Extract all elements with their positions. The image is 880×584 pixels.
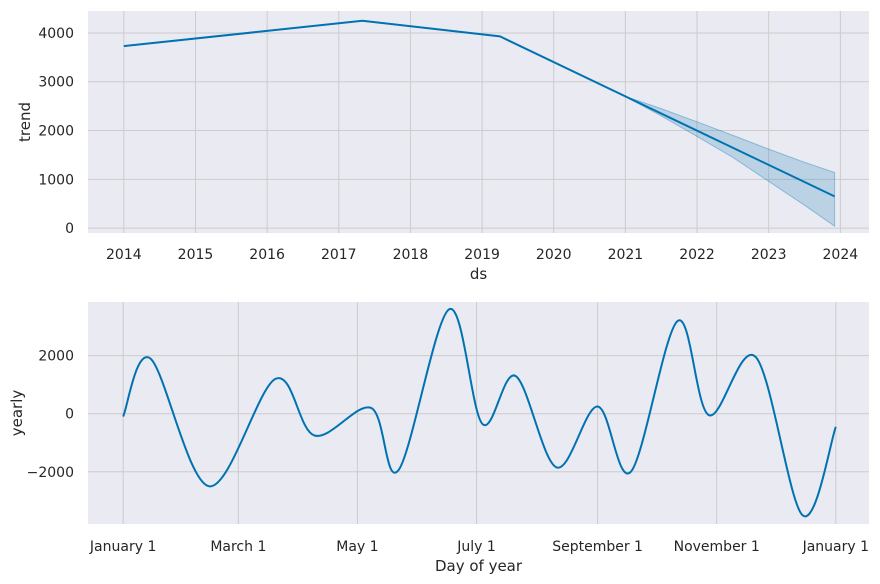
trend-chart: 2014 2015 2016 2017 2018 2019 2020 2021 2022 2023… xyxy=(16,11,869,283)
trend-y-tick-label: 4000 xyxy=(38,26,74,42)
trend-y-tick-labels: 0 1000 2000 3000 4000 xyxy=(38,26,74,237)
trend-y-tick-label: 1000 xyxy=(38,172,74,188)
trend-series-line xyxy=(123,19,836,198)
yearly-gridlines xyxy=(88,302,869,524)
yearly-series-line xyxy=(122,308,837,518)
trend-x-tick-label: 2014 xyxy=(106,247,142,263)
yearly-x-tick-label: May 1 xyxy=(336,539,378,555)
trend-plot-area xyxy=(88,11,869,233)
yearly-x-tick-label: March 1 xyxy=(210,539,266,555)
trend-x-tick-label: 2019 xyxy=(464,247,500,263)
yearly-y-tick-label: 2000 xyxy=(38,349,74,365)
trend-gridlines xyxy=(88,11,869,233)
yearly-y-tick-labels: 2000 0 −2000 xyxy=(27,349,74,481)
yearly-x-tick-label: September 1 xyxy=(552,539,643,555)
trend-x-tick-label: 2024 xyxy=(823,247,859,263)
yearly-x-tick-label: January 1 xyxy=(802,539,869,555)
trend-x-tick-label: 2022 xyxy=(679,247,715,263)
trend-x-axis-title: ds xyxy=(470,265,488,283)
trend-uncertainty-band xyxy=(625,95,836,228)
trend-y-tick-label: 3000 xyxy=(38,75,74,91)
trend-x-tick-label: 2016 xyxy=(249,247,285,263)
yearly-x-axis-title: Day of year xyxy=(435,557,523,575)
trend-y-axis-title: trend xyxy=(16,102,34,142)
trend-x-tick-labels: 2014 2015 2016 2017 2018 2019 2020 2021 2022 2023… xyxy=(106,247,858,263)
yearly-x-tick-label: November 1 xyxy=(674,539,760,555)
yearly-y-tick-label: −2000 xyxy=(27,465,74,481)
yearly-x-tick-label: January 1 xyxy=(89,539,156,555)
trend-x-tick-label: 2020 xyxy=(536,247,572,263)
trend-y-tick-label: 0 xyxy=(65,221,74,237)
yearly-y-tick-label: 0 xyxy=(65,407,74,423)
yearly-x-tick-label: July 1 xyxy=(456,539,496,555)
yearly-x-tick-labels: January 1 March 1 May 1 July 1 September 1 No… xyxy=(89,539,869,555)
trend-x-tick-label: 2017 xyxy=(321,247,357,263)
trend-x-tick-label: 2018 xyxy=(393,247,429,263)
trend-x-tick-label: 2023 xyxy=(751,247,787,263)
trend-x-tick-label: 2015 xyxy=(178,247,214,263)
yearly-y-axis-title: yearly xyxy=(8,390,26,437)
yearly-chart: January 1 March 1 May 1 July 1 September 1 No… xyxy=(8,302,869,575)
trend-y-tick-label: 2000 xyxy=(38,124,74,140)
trend-x-tick-label: 2021 xyxy=(608,247,644,263)
